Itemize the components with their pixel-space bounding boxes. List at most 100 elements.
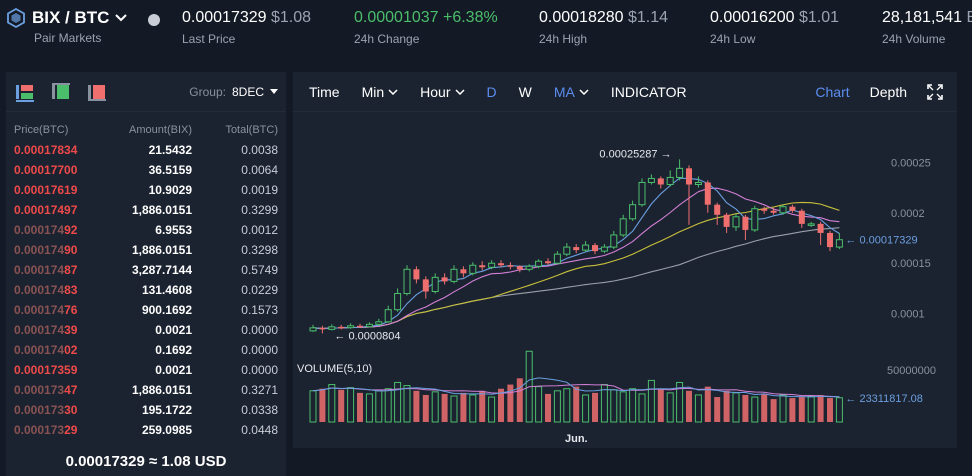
volume-bar xyxy=(347,387,355,423)
y-tick-label: 0.00015 xyxy=(891,258,931,270)
low-stat: 0.00016200 $1.01 24h Low xyxy=(710,9,839,46)
row-price-prefix: 0.00017619 xyxy=(14,183,78,197)
chevron-down-icon[interactable] xyxy=(115,14,128,22)
book-row[interactable]: 0.00017330 195.1722 0.0338 xyxy=(6,400,286,420)
book-row[interactable]: 0.00017329 259.0985 0.0448 xyxy=(6,420,286,440)
candle-body xyxy=(347,325,355,329)
candle-body xyxy=(319,327,326,330)
volume-bar xyxy=(742,394,749,422)
row-amount: 0.0021 xyxy=(155,323,192,337)
y-tick-label: 0.00025 xyxy=(891,157,931,169)
candlestick-chart[interactable]: 0.00025 0.0002 0.00015 0.0001 0.00025287 → ← … xyxy=(293,112,957,448)
volume-bar xyxy=(770,399,777,422)
high-label: 24h High xyxy=(539,32,588,46)
page-scrollbar[interactable] xyxy=(962,72,972,448)
candle-body xyxy=(516,266,523,270)
row-price: 0.00017490 xyxy=(14,243,94,257)
row-amount: 3,287.7144 xyxy=(131,263,192,277)
book-both-icon[interactable] xyxy=(14,81,36,103)
row-amount: 21.5432 xyxy=(148,143,192,157)
candle-body xyxy=(676,167,684,178)
book-row[interactable]: 0.00017834 21.5432 0.0038 xyxy=(6,140,286,160)
volume-title: VOLUME(5,10) xyxy=(297,363,372,375)
volume-bar xyxy=(460,392,467,422)
candle-body xyxy=(600,246,608,252)
volume-bar xyxy=(384,388,392,423)
ma-label: MA xyxy=(553,83,575,100)
book-row[interactable]: 0.00017347 1,886.0151 0.3271 xyxy=(6,380,286,400)
group-value: 8DEC xyxy=(231,84,264,99)
book-row[interactable]: 0.00017359 0.0021 0.0000 xyxy=(6,360,286,380)
ma-dropdown[interactable]: MA xyxy=(554,84,589,100)
candle-body xyxy=(798,210,805,224)
volume-bar xyxy=(498,388,504,422)
low-value: 0.00016200 xyxy=(710,9,795,26)
candle-body xyxy=(817,223,824,233)
candle-body xyxy=(469,264,477,274)
volume-ma5-line xyxy=(312,377,840,398)
volume-bar xyxy=(403,385,411,423)
time-button[interactable]: Time xyxy=(309,84,340,100)
chevron-down-icon xyxy=(388,88,398,95)
candle-body xyxy=(507,265,514,267)
book-row[interactable]: 0.00017619 10.9029 0.0019 xyxy=(6,180,286,200)
row-price: 0.00017700 xyxy=(14,163,94,177)
book-row[interactable]: 0.00017487 3,287.7144 0.5749 xyxy=(6,260,286,280)
info-icon[interactable] xyxy=(148,14,160,26)
group-selector[interactable]: Group: 8DEC xyxy=(189,85,278,99)
volume-bar xyxy=(779,394,787,423)
candle-body xyxy=(789,206,796,211)
chart-tab[interactable]: Chart xyxy=(815,84,849,100)
high-stat: 0.00018280 $1.14 24h High xyxy=(539,9,668,46)
fullscreen-icon[interactable] xyxy=(927,83,943,100)
candle-body xyxy=(592,245,598,252)
book-row[interactable]: 0.00017700 36.5159 0.0064 xyxy=(6,160,286,180)
book-row[interactable]: 0.00017476 900.1692 0.1573 xyxy=(6,300,286,320)
pair-selector[interactable]: BIX / BTC Pair Markets xyxy=(6,8,128,45)
row-total: 0.0012 xyxy=(241,223,278,237)
candle-body xyxy=(422,279,429,292)
depth-tab[interactable]: Depth xyxy=(870,84,907,100)
chart-toolbar: Time Min Hour D W MA INDICATOR Chart Dep… xyxy=(293,72,957,112)
book-row[interactable]: 0.00017439 0.0021 0.0000 xyxy=(6,320,286,340)
last-price-usd: $1.08 xyxy=(270,9,312,26)
row-total: 0.0448 xyxy=(241,423,278,437)
x-axis-label: Jun. xyxy=(565,433,588,445)
book-row[interactable]: 0.00017497 1,886.0151 0.3299 xyxy=(6,200,286,220)
row-price: 0.00017619 xyxy=(14,183,94,197)
min-price-label: ← 0.0000804 xyxy=(334,331,400,343)
indicator-button[interactable]: INDICATOR xyxy=(611,84,687,100)
row-total: 0.3299 xyxy=(241,203,278,217)
chevron-down-icon xyxy=(454,88,465,95)
y-tick-label: 0.0001 xyxy=(891,309,925,321)
row-amount: 0.1692 xyxy=(155,343,192,357)
volume-bar xyxy=(798,397,805,422)
book-sell-icon[interactable] xyxy=(86,81,108,103)
max-price-label: 0.00025287 → xyxy=(599,148,671,160)
week-button[interactable]: W xyxy=(519,84,532,100)
day-button[interactable]: D xyxy=(487,84,497,100)
row-price-prefix: 0.000173 xyxy=(14,423,65,437)
book-row[interactable]: 0.00017490 1,886.0151 0.3298 xyxy=(6,240,286,260)
volume-bar xyxy=(319,388,326,422)
row-price-suffix: 92 xyxy=(64,223,78,237)
row-price-suffix: 90 xyxy=(64,243,78,257)
book-row[interactable]: 0.00017492 6.9553 0.0012 xyxy=(6,220,286,240)
row-price-suffix: 30 xyxy=(64,403,78,417)
volume-bar xyxy=(789,398,796,422)
book-row[interactable]: 0.00017483 131.4608 0.0229 xyxy=(6,280,286,300)
volume-bar xyxy=(761,393,768,422)
low-label: 24h Low xyxy=(710,32,756,46)
book-row[interactable]: 0.00017402 0.1692 0.0000 xyxy=(6,340,286,360)
hour-dropdown[interactable]: Hour xyxy=(420,84,465,100)
candle-body xyxy=(357,325,363,328)
min-dropdown[interactable]: Min xyxy=(362,84,399,100)
row-amount: 259.0985 xyxy=(141,423,192,437)
low-usd: $1.01 xyxy=(798,9,840,26)
row-price-prefix: 0.000174 xyxy=(14,283,65,297)
candle-body xyxy=(563,246,571,255)
order-book: Group: 8DEC Price(BTC) Amount(BIX) Total… xyxy=(6,72,286,476)
chart-tab-label: Chart xyxy=(815,83,850,100)
row-amount: 6.9553 xyxy=(155,223,192,237)
book-buy-icon[interactable] xyxy=(50,81,72,103)
